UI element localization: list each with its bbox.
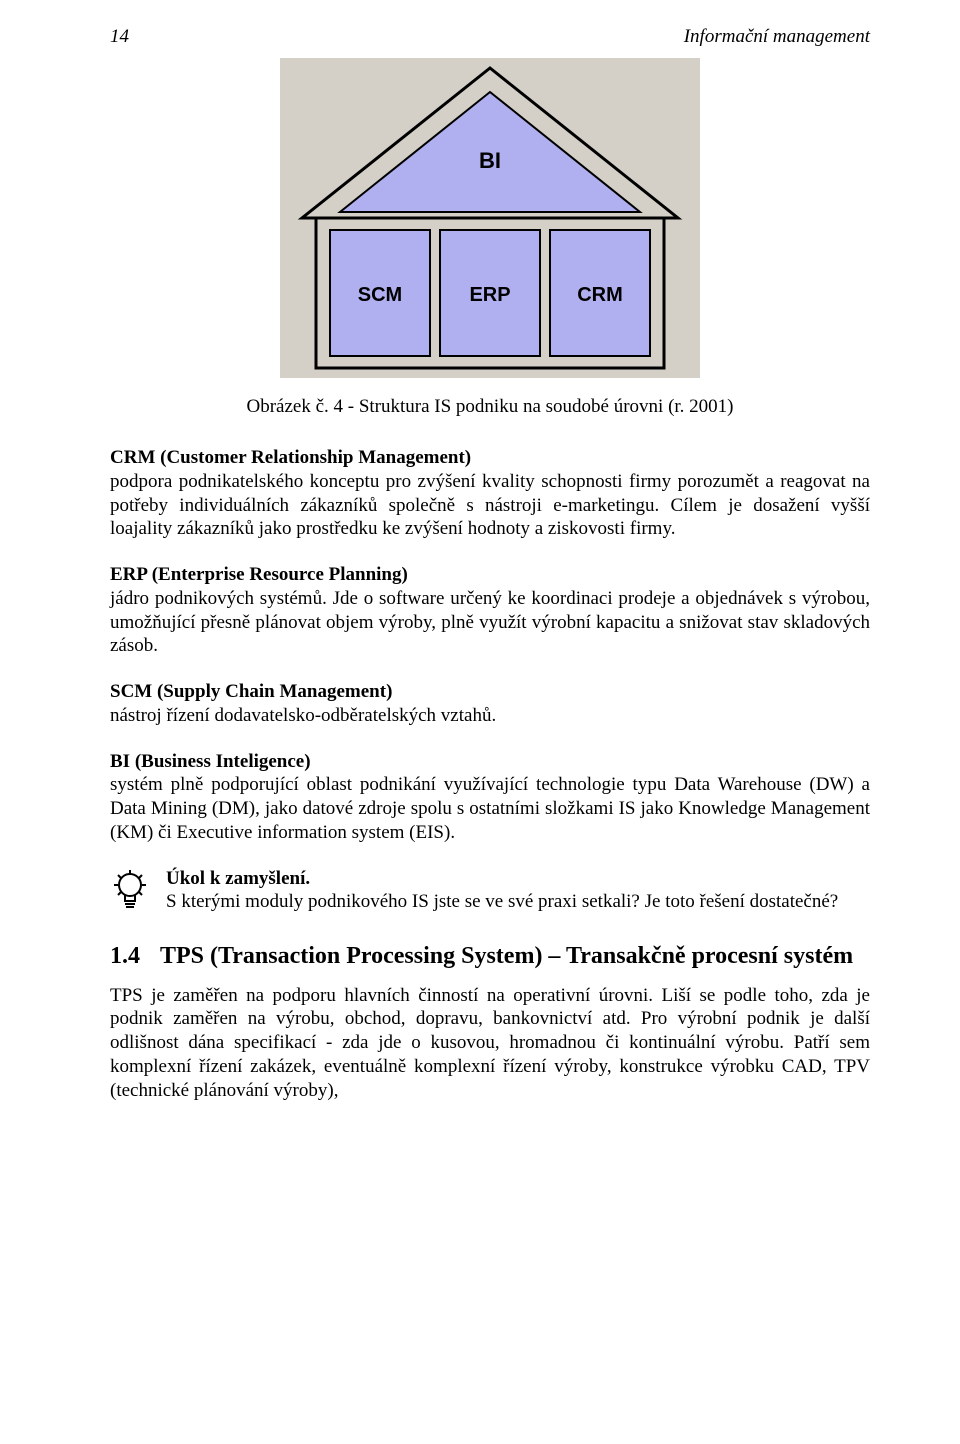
crm-body: podpora podnikatelského konceptu pro zvý… [110,471,870,540]
bi-body: systém plně podporující oblast podnikání… [110,774,870,843]
house-svg: BI SCM ERP CRM [280,58,700,378]
lightbulb-icon [110,867,166,915]
label-bi: BI [479,148,501,173]
label-crm: CRM [577,284,623,306]
task-title: Úkol k zamyšlení. [166,868,310,889]
bi-block: BI (Business Inteligence) systém plně po… [110,750,870,845]
figure-house-diagram: BI SCM ERP CRM [110,58,870,378]
bi-title: BI (Business Inteligence) [110,751,311,772]
task-row: Úkol k zamyšlení. S kterými moduly podni… [110,867,870,915]
figure-caption: Obrázek č. 4 - Struktura IS podniku na s… [110,396,870,418]
crm-title: CRM (Customer Relationship Management) [110,447,471,468]
label-erp: ERP [469,284,510,306]
section-title: TPS (Transaction Processing System) – Tr… [160,943,870,970]
running-title: Informační management [684,26,870,48]
page-number: 14 [110,26,129,48]
crm-block: CRM (Customer Relationship Management) p… [110,446,870,541]
erp-title: ERP (Enterprise Resource Planning) [110,564,408,585]
task-text: Úkol k zamyšlení. S kterými moduly podni… [166,867,870,915]
erp-block: ERP (Enterprise Resource Planning) jádro… [110,563,870,658]
page-header: 14 Informační management [110,26,870,48]
label-scm: SCM [358,284,402,306]
section-number: 1.4 [110,943,160,970]
section-heading: 1.4 TPS (Transaction Processing System) … [110,943,870,970]
scm-block: SCM (Supply Chain Management) nástroj ří… [110,680,870,728]
scm-body: nástroj řízení dodavatelsko-odběratelský… [110,705,496,726]
task-body: S kterými moduly podnikového IS jste se … [166,891,838,912]
page: 14 Informační management BI SCM ERP CRM … [0,0,960,1444]
scm-title: SCM (Supply Chain Management) [110,681,392,702]
tps-body: TPS je zaměřen na podporu hlavních činno… [110,984,870,1103]
erp-body: jádro podnikových systémů. Jde o softwar… [110,588,870,657]
